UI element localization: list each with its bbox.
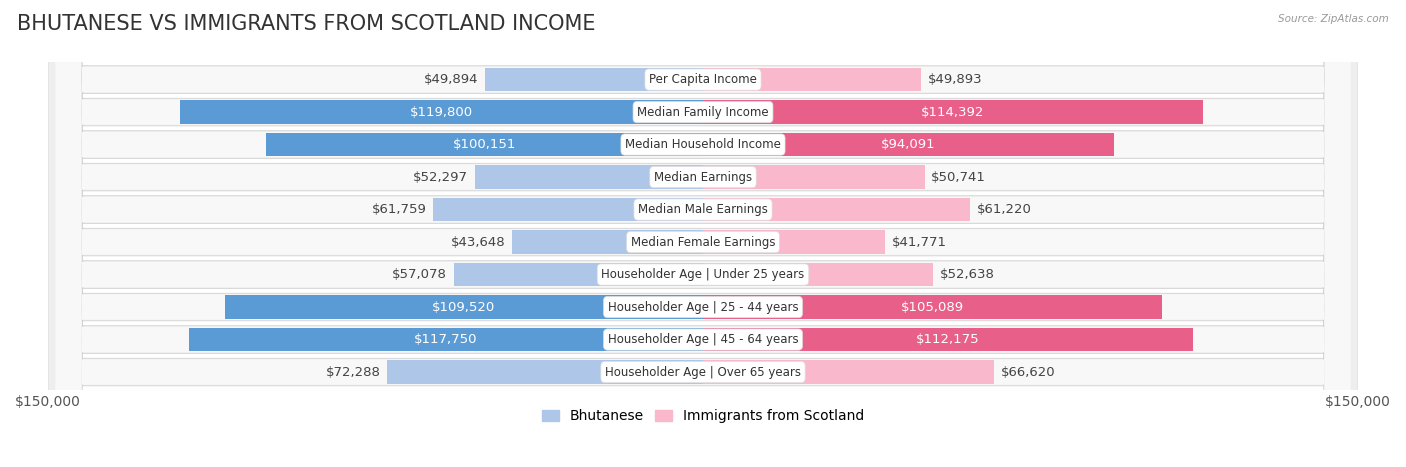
FancyBboxPatch shape [48,0,1358,467]
Text: $72,288: $72,288 [326,366,381,379]
FancyBboxPatch shape [56,0,1350,467]
FancyBboxPatch shape [48,0,1358,467]
Bar [703,133,1114,156]
FancyBboxPatch shape [56,0,1350,467]
FancyBboxPatch shape [48,0,1358,467]
Text: $41,771: $41,771 [891,235,948,248]
Bar [703,100,1202,124]
FancyBboxPatch shape [56,0,1350,467]
Text: $66,620: $66,620 [1001,366,1054,379]
Bar [703,165,925,189]
Legend: Bhutanese, Immigrants from Scotland: Bhutanese, Immigrants from Scotland [537,404,869,429]
Bar [266,133,703,156]
Text: $114,392: $114,392 [921,106,984,119]
Text: $61,220: $61,220 [977,203,1032,216]
Bar [387,361,703,384]
FancyBboxPatch shape [48,0,1358,467]
Text: $49,894: $49,894 [425,73,478,86]
Bar [703,328,1192,351]
Text: $61,759: $61,759 [371,203,427,216]
FancyBboxPatch shape [48,0,1358,467]
Text: Median Household Income: Median Household Income [626,138,780,151]
Text: $117,750: $117,750 [415,333,478,346]
Text: Source: ZipAtlas.com: Source: ZipAtlas.com [1278,14,1389,24]
Bar [433,198,703,221]
FancyBboxPatch shape [48,0,1358,467]
Text: Householder Age | Over 65 years: Householder Age | Over 65 years [605,366,801,379]
Text: Householder Age | Under 25 years: Householder Age | Under 25 years [602,268,804,281]
FancyBboxPatch shape [48,0,1358,467]
Bar [485,68,703,91]
Bar [703,198,970,221]
FancyBboxPatch shape [48,0,1358,467]
Bar [225,295,703,319]
Bar [703,230,886,254]
Text: $119,800: $119,800 [411,106,472,119]
Text: Per Capita Income: Per Capita Income [650,73,756,86]
FancyBboxPatch shape [48,0,1358,467]
Text: $50,741: $50,741 [931,170,986,184]
Text: $105,089: $105,089 [901,301,965,313]
Text: BHUTANESE VS IMMIGRANTS FROM SCOTLAND INCOME: BHUTANESE VS IMMIGRANTS FROM SCOTLAND IN… [17,14,595,34]
Text: Median Family Income: Median Family Income [637,106,769,119]
Bar [475,165,703,189]
Text: Median Male Earnings: Median Male Earnings [638,203,768,216]
FancyBboxPatch shape [56,0,1350,467]
FancyBboxPatch shape [56,0,1350,467]
Text: $109,520: $109,520 [432,301,495,313]
Text: $49,893: $49,893 [928,73,981,86]
Bar [512,230,703,254]
Text: Median Female Earnings: Median Female Earnings [631,235,775,248]
Text: $57,078: $57,078 [392,268,447,281]
FancyBboxPatch shape [56,0,1350,467]
Text: $112,175: $112,175 [917,333,980,346]
Text: Median Earnings: Median Earnings [654,170,752,184]
Bar [703,361,994,384]
Bar [454,263,703,286]
Text: $94,091: $94,091 [882,138,936,151]
Bar [180,100,703,124]
Bar [188,328,703,351]
Text: $52,297: $52,297 [413,170,468,184]
FancyBboxPatch shape [56,0,1350,467]
Text: Householder Age | 25 - 44 years: Householder Age | 25 - 44 years [607,301,799,313]
Bar [703,295,1161,319]
FancyBboxPatch shape [48,0,1358,467]
FancyBboxPatch shape [56,0,1350,467]
Text: $100,151: $100,151 [453,138,516,151]
Bar [703,68,921,91]
Text: $52,638: $52,638 [939,268,994,281]
Bar [703,263,932,286]
FancyBboxPatch shape [56,0,1350,467]
FancyBboxPatch shape [56,0,1350,467]
Text: $43,648: $43,648 [451,235,506,248]
Text: Householder Age | 45 - 64 years: Householder Age | 45 - 64 years [607,333,799,346]
